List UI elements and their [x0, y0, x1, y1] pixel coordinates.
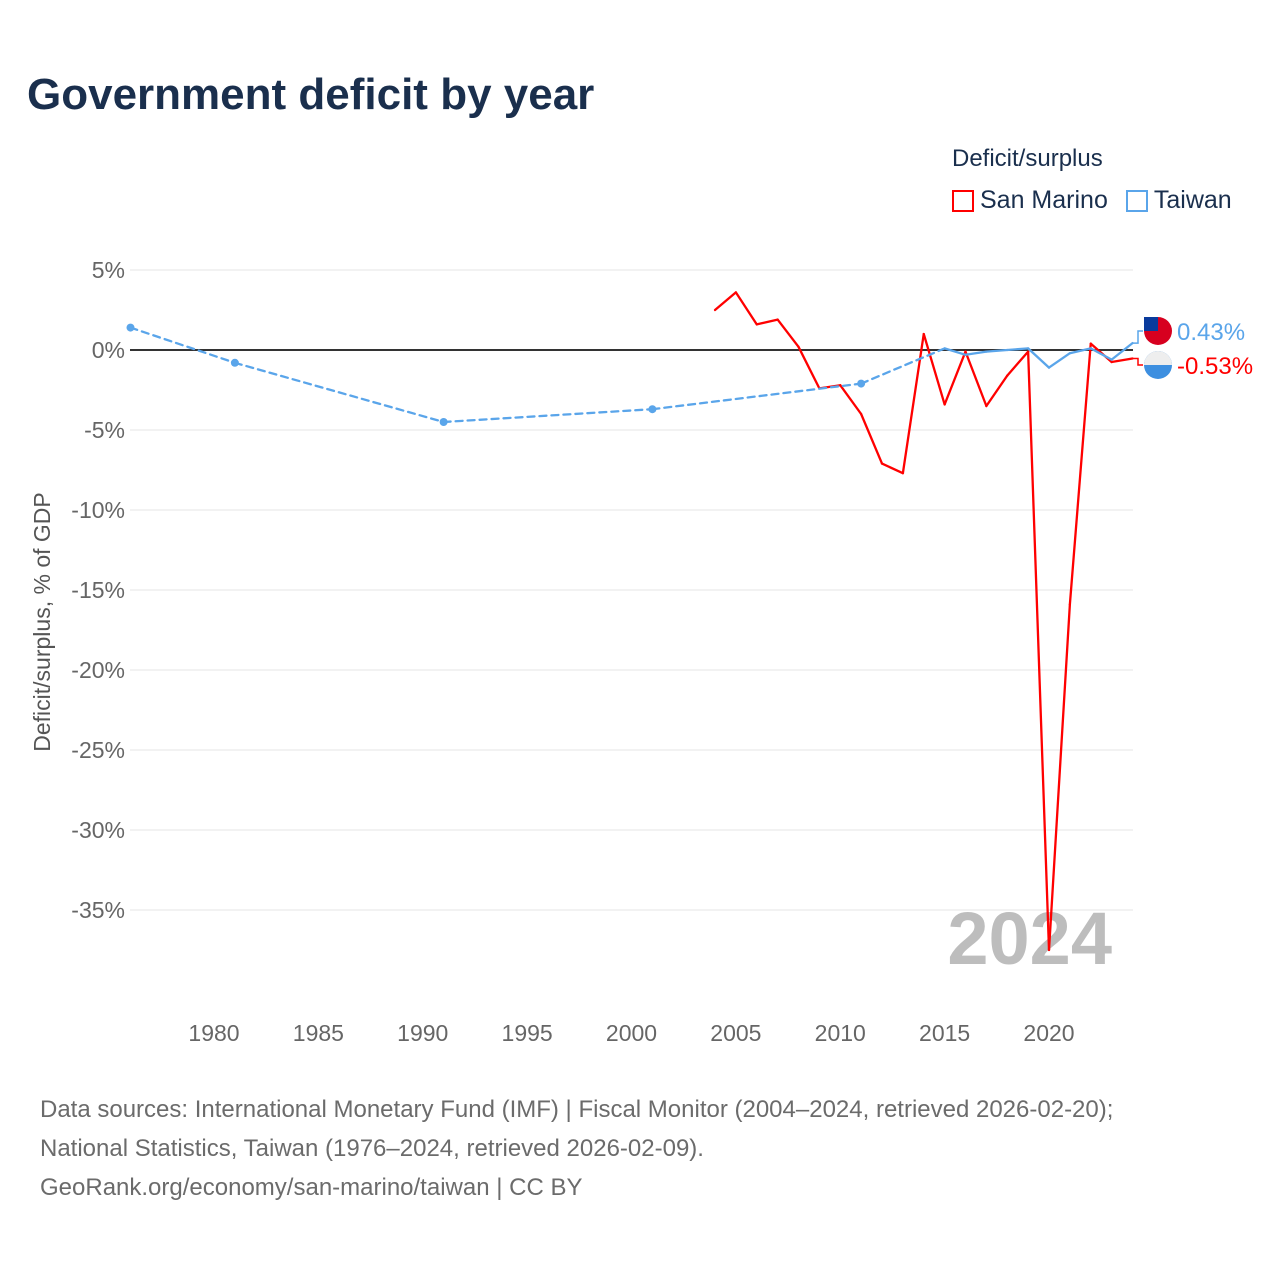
y-tick-label: -15% — [71, 577, 125, 603]
taiwan-segment — [1006, 347, 1030, 352]
year-label: 2024 — [947, 897, 1112, 980]
footer-line[interactable]: GeoRank.org/economy/san-marino/taiwan | … — [40, 1174, 583, 1201]
legend-swatch — [952, 189, 974, 212]
chart-title: Government deficit by year — [27, 70, 595, 119]
san-marino-segment — [713, 291, 738, 312]
taiwan-segment — [1068, 347, 1092, 355]
legend: San Marino Taiwan — [952, 186, 1232, 215]
san-marino-segment — [797, 345, 821, 390]
taiwan-segment — [943, 347, 967, 356]
san-marino-segment — [1110, 357, 1134, 364]
san-marino-segment — [1006, 350, 1030, 377]
footer: Data sources: International Monetary Fun… — [40, 1090, 1113, 1207]
san-marino-segment — [734, 291, 758, 326]
san-marino-segment — [776, 318, 800, 348]
taiwan-end-label: 0.43% — [1177, 319, 1245, 346]
san-marino-segment — [964, 350, 988, 408]
san-marino-segment — [755, 318, 779, 326]
legend-swatch — [1125, 189, 1148, 212]
san-marino-segment — [839, 384, 863, 416]
y-axis-label: Deficit/surplus, % of GDP — [29, 492, 55, 751]
san-marino-segment — [1047, 603, 1072, 952]
x-tick-label: 1985 — [293, 1020, 344, 1046]
taiwan-point — [857, 379, 866, 388]
y-tick-label: 0% — [92, 337, 125, 363]
x-tick-label: 1995 — [502, 1020, 553, 1046]
legend-label: Taiwan — [1153, 186, 1232, 214]
san-marino-segment — [1026, 350, 1051, 952]
san-marino-segment — [859, 412, 884, 465]
taiwan-segment — [985, 348, 1009, 353]
y-tick-label: 5% — [92, 257, 125, 283]
taiwan-segment — [1026, 347, 1051, 369]
san-marino-end-label: -0.53% — [1177, 353, 1253, 380]
san-marino-label-connector — [1133, 357, 1143, 366]
y-tick-label: -5% — [84, 417, 125, 443]
san-marino-segment — [922, 332, 946, 406]
taiwan-segment — [1089, 347, 1113, 361]
x-tick-label: 2000 — [606, 1020, 657, 1046]
san-marino-segment — [943, 350, 967, 406]
taiwan-point — [230, 358, 239, 367]
taiwan-segment — [1110, 341, 1134, 361]
x-tick-label: 1980 — [188, 1020, 239, 1046]
taiwan-segment — [233, 361, 445, 424]
taiwan-segment — [442, 408, 654, 424]
x-tick-label: 1990 — [397, 1020, 448, 1046]
taiwan-label-connector — [1133, 330, 1143, 344]
legend-title: Deficit/surplus — [952, 145, 1103, 172]
x-tick-label: 2015 — [919, 1020, 970, 1046]
taiwan-segment — [964, 350, 988, 356]
san-marino-segment — [901, 332, 925, 475]
san-marino-segment — [1068, 342, 1092, 606]
y-tick-label: -25% — [71, 737, 125, 763]
y-tick-label: -10% — [71, 497, 125, 523]
y-tick-label: -20% — [71, 657, 125, 683]
taiwan-segment — [859, 347, 946, 385]
y-tick-label: -35% — [71, 897, 125, 923]
x-tick-label: 2010 — [815, 1020, 866, 1046]
legend-item-taiwan[interactable]: Taiwan — [1125, 186, 1232, 215]
taiwan-point — [126, 323, 135, 332]
y-tick-label: -30% — [71, 817, 125, 843]
x-tick-label: 2005 — [710, 1020, 761, 1046]
san-marino-segment — [985, 374, 1009, 408]
taiwan-segment — [129, 326, 237, 364]
legend-label: San Marino — [980, 186, 1108, 214]
san-marino-segment — [880, 462, 905, 475]
taiwan-segment — [651, 382, 863, 411]
taiwan-point — [439, 418, 448, 426]
legend-item-san-marino[interactable]: San Marino — [952, 186, 1108, 215]
taiwan-point — [648, 405, 657, 414]
taiwan-flag-canton — [1144, 317, 1158, 331]
x-tick-label: 2020 — [1023, 1020, 1074, 1046]
san-marino-flag-top — [1144, 351, 1172, 365]
footer-line: National Statistics, Taiwan (1976–2024, … — [40, 1135, 704, 1162]
taiwan-segment — [1047, 352, 1072, 369]
footer-line: Data sources: International Monetary Fun… — [40, 1096, 1114, 1123]
